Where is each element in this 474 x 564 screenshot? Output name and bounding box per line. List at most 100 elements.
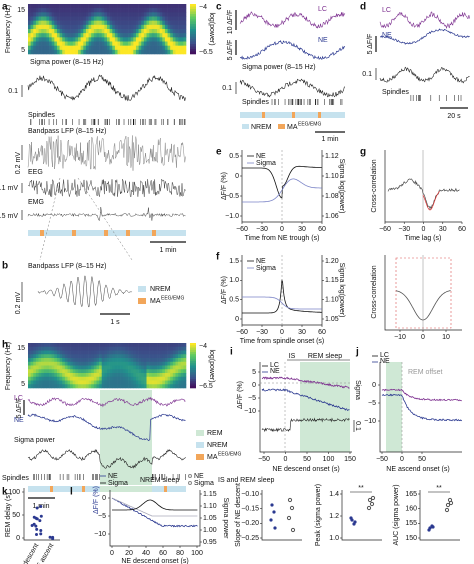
spectrogram-cell xyxy=(101,4,105,9)
spectrogram-cell xyxy=(154,365,158,370)
spectrogram-cell xyxy=(109,346,113,351)
spectrogram-cell xyxy=(164,29,168,34)
spectrogram-cell xyxy=(96,29,100,34)
spectrogram-cell xyxy=(88,373,92,378)
spectrogram-cell xyxy=(120,361,124,366)
spectrogram-cell xyxy=(49,346,52,351)
spectrogram-cell xyxy=(78,33,81,38)
spectrogram-cell xyxy=(38,8,42,13)
spectrogram-cell xyxy=(112,373,116,378)
spectrogram-cell xyxy=(170,361,174,366)
spectrogram-cell xyxy=(114,376,118,381)
spectrogram-cell xyxy=(54,29,58,34)
spectrogram-cell xyxy=(114,350,118,355)
dot xyxy=(427,528,431,532)
spectrogram-cell xyxy=(85,45,89,51)
spectrogram-cell xyxy=(78,384,81,389)
spectrogram-cell xyxy=(91,37,95,42)
spectrogram-cell xyxy=(85,16,89,21)
spectrogram-cell xyxy=(183,369,187,374)
spectrogram-cell xyxy=(35,350,39,355)
spectrogram-cell xyxy=(162,24,166,30)
spectrogram-cell xyxy=(49,369,52,374)
spectrogram-cell xyxy=(85,373,89,378)
spectrogram-cell xyxy=(143,33,147,38)
spectrogram-cell xyxy=(93,350,97,355)
spectrogram-cell xyxy=(51,33,55,38)
spectrogram-cell xyxy=(154,343,158,348)
spectrogram-cell xyxy=(114,365,118,370)
spectrogram-cell xyxy=(122,343,126,348)
spectrogram-cell xyxy=(117,346,121,351)
spectrogram-cell xyxy=(128,33,131,38)
label: 0.5 mV xyxy=(0,213,18,220)
label: 1.12 xyxy=(325,153,339,160)
spectrogram-cell xyxy=(114,369,118,374)
spectrogram-cell xyxy=(80,343,84,348)
colorbar-cell xyxy=(190,358,196,362)
label: d xyxy=(360,2,366,13)
spectrogram-cell xyxy=(96,384,100,389)
spectrogram-cell xyxy=(125,20,129,26)
label: 5 xyxy=(252,369,256,376)
spectrogram-cell xyxy=(109,350,113,355)
spectrogram-cell xyxy=(72,4,76,9)
spectrogram-cell xyxy=(62,346,66,351)
spectrogram-cell xyxy=(141,358,145,363)
spectrogram-cell xyxy=(49,380,52,385)
spectrogram-cell xyxy=(30,45,34,51)
spectrogram-cell xyxy=(54,384,58,389)
spectrogram-cell xyxy=(109,361,113,366)
spectrogram-cell xyxy=(114,8,118,13)
spectrogram-cell xyxy=(109,29,113,34)
spectrogram-cell xyxy=(135,365,139,370)
spectrogram-cell xyxy=(56,346,60,351)
arousal xyxy=(82,486,85,492)
spectrogram-cell xyxy=(146,45,150,51)
spectrogram-cell xyxy=(112,33,116,38)
spectrogram-cell xyxy=(122,350,126,355)
spectrogram-cell xyxy=(78,8,81,13)
spectrogram-cell xyxy=(149,16,153,21)
spectrogram-cell xyxy=(70,29,74,34)
spectrogram-cell xyxy=(157,8,160,13)
spectrogram-cell xyxy=(99,361,103,366)
spectrogram-cell xyxy=(151,49,155,55)
spectrogram-cell xyxy=(117,20,121,26)
spectrogram-cell xyxy=(154,49,158,55)
spectrogram-cell xyxy=(104,41,108,46)
spectrogram-cell xyxy=(41,4,45,9)
spectrogram-cell xyxy=(46,380,50,385)
spectrogram-cell xyxy=(130,361,134,366)
spectrogram-cell xyxy=(107,358,110,363)
spectrogram-cell xyxy=(128,361,131,366)
label: −6.5 xyxy=(199,383,213,390)
colorbar-cell xyxy=(190,11,196,15)
spectrogram-cell xyxy=(178,380,182,385)
spectrogram-cell xyxy=(114,343,118,348)
spectrogram-cell xyxy=(54,20,58,26)
label: 80 xyxy=(176,550,184,557)
spectrogram-cell xyxy=(164,380,168,385)
spectrogram-cell xyxy=(107,49,110,55)
label: 0.95 xyxy=(203,539,217,546)
spectrogram-cell xyxy=(104,354,108,359)
spectrogram-cell xyxy=(135,29,139,34)
spectrogram-cell xyxy=(159,365,163,370)
spectrogram-cell xyxy=(125,361,129,366)
spectrogram-cell xyxy=(125,380,129,385)
spectrogram-cell xyxy=(41,37,45,42)
label: −60 xyxy=(236,226,248,233)
spectrogram-cell xyxy=(38,376,42,381)
spectrogram-cell xyxy=(172,20,176,26)
label: MA xyxy=(207,454,218,461)
colorbar-cell xyxy=(190,345,196,348)
spectrogram-cell xyxy=(170,350,174,355)
spectrogram-cell xyxy=(93,358,97,363)
spectrogram-cell xyxy=(99,369,103,374)
label: EEG/EMG xyxy=(218,451,241,457)
spectrogram-cell xyxy=(75,343,79,348)
arousal xyxy=(40,230,44,236)
spectrogram-cell xyxy=(175,343,179,348)
spectrogram-cell xyxy=(83,350,87,355)
